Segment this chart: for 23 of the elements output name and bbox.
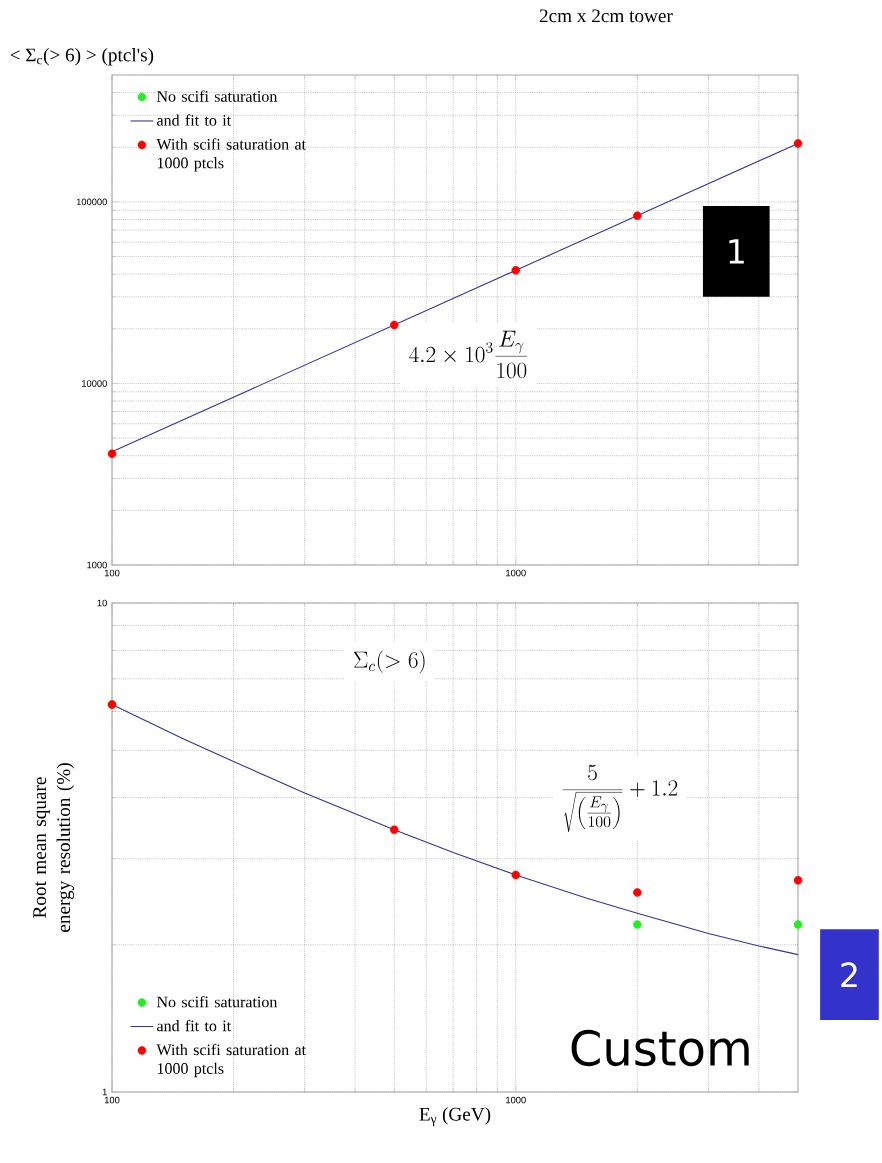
x-tick-label: 100 [104,1096,120,1104]
y-axis-title: < Σ$_{c}$(> 6) > (ptcl's) [10,47,154,66]
legend-label: With scifi saturation at 1000 ptcls [156,138,306,172]
y-tick-label: 1000 [87,561,107,569]
y-tick-label: 100000 [76,198,107,206]
legend-label: No scifi saturation [156,995,278,1008]
legend-label: and fit to it [157,114,232,126]
annotation: 1 [729,239,744,264]
x-tick-label: 100 [104,569,120,577]
annotation: $4.2\times 10^{3}\frac{E_\gamma}{100}$ [409,330,528,379]
annotation: $\frac{5}{\sqrt{\left(\frac{E_\gamma}{100}\right)}}+1.2$ [562,764,678,833]
legend-label: and fit to it [157,1019,232,1032]
y-tick-label: 10 [97,599,107,607]
legend-label: No scifi saturation [156,90,278,102]
annotation: $\Sigma_c(> 6)$ [354,650,425,674]
legend-label: With scifi saturation at 1000 ptcls [156,1043,306,1078]
x-axis-title: E$_{γ}$ (GeV) [419,1107,491,1127]
annotation: Custom [571,1029,749,1067]
chart-title: 2cm x 2cm tower [539,9,673,23]
y-tick-label: 1 [102,1088,107,1096]
y-axis-title: Root mean square energy resolution (%) [33,763,75,932]
y-tick-label: 10000 [82,380,107,387]
text: 2 [841,962,857,987]
